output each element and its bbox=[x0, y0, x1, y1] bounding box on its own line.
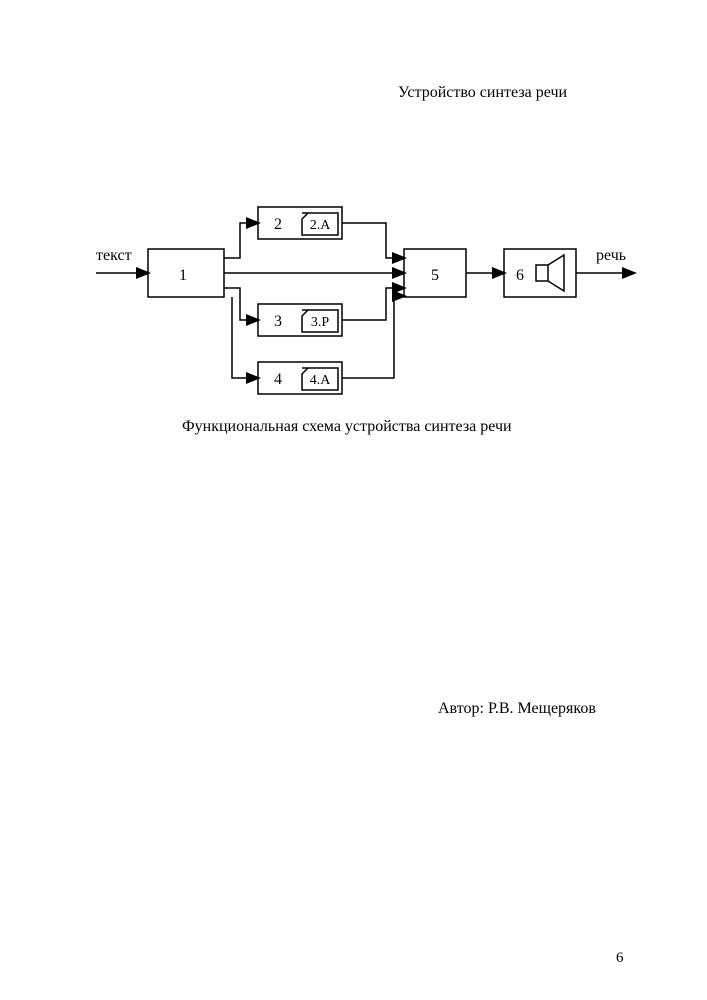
input-label: текст bbox=[96, 247, 132, 264]
node-1: 1 bbox=[148, 249, 224, 297]
edge-4-5 bbox=[342, 296, 404, 378]
node-3: 3 3.Р bbox=[258, 304, 342, 336]
node-6: 6 bbox=[504, 249, 576, 297]
svg-text:6: 6 bbox=[516, 267, 524, 284]
node-2: 2 2.А bbox=[258, 207, 342, 239]
svg-text:3: 3 bbox=[274, 313, 282, 330]
svg-text:2.А: 2.А bbox=[310, 218, 332, 233]
page-number: 6 bbox=[616, 950, 624, 967]
svg-text:5: 5 bbox=[431, 267, 439, 284]
output-label: речь bbox=[596, 247, 626, 264]
edge-1-2 bbox=[224, 223, 258, 258]
edge-2-5 bbox=[342, 223, 404, 258]
node-4: 4 4.А bbox=[258, 362, 342, 394]
svg-text:4.А: 4.А bbox=[310, 373, 332, 388]
node-5: 5 bbox=[404, 249, 466, 297]
svg-text:3.Р: 3.Р bbox=[311, 315, 330, 330]
edge-1-4 bbox=[232, 297, 258, 378]
diagram-svg: текст речь 1 2 2.А 3 3.Р 4 4.А 5 6 bbox=[0, 0, 707, 460]
edge-1-3 bbox=[224, 288, 258, 320]
diagram-caption: Функциональная схема устройства синтеза … bbox=[182, 418, 512, 436]
svg-text:2: 2 bbox=[274, 216, 282, 233]
svg-text:4: 4 bbox=[274, 371, 282, 388]
svg-text:1: 1 bbox=[179, 267, 187, 284]
author-line: Автор: Р.В. Мещеряков bbox=[438, 700, 596, 718]
